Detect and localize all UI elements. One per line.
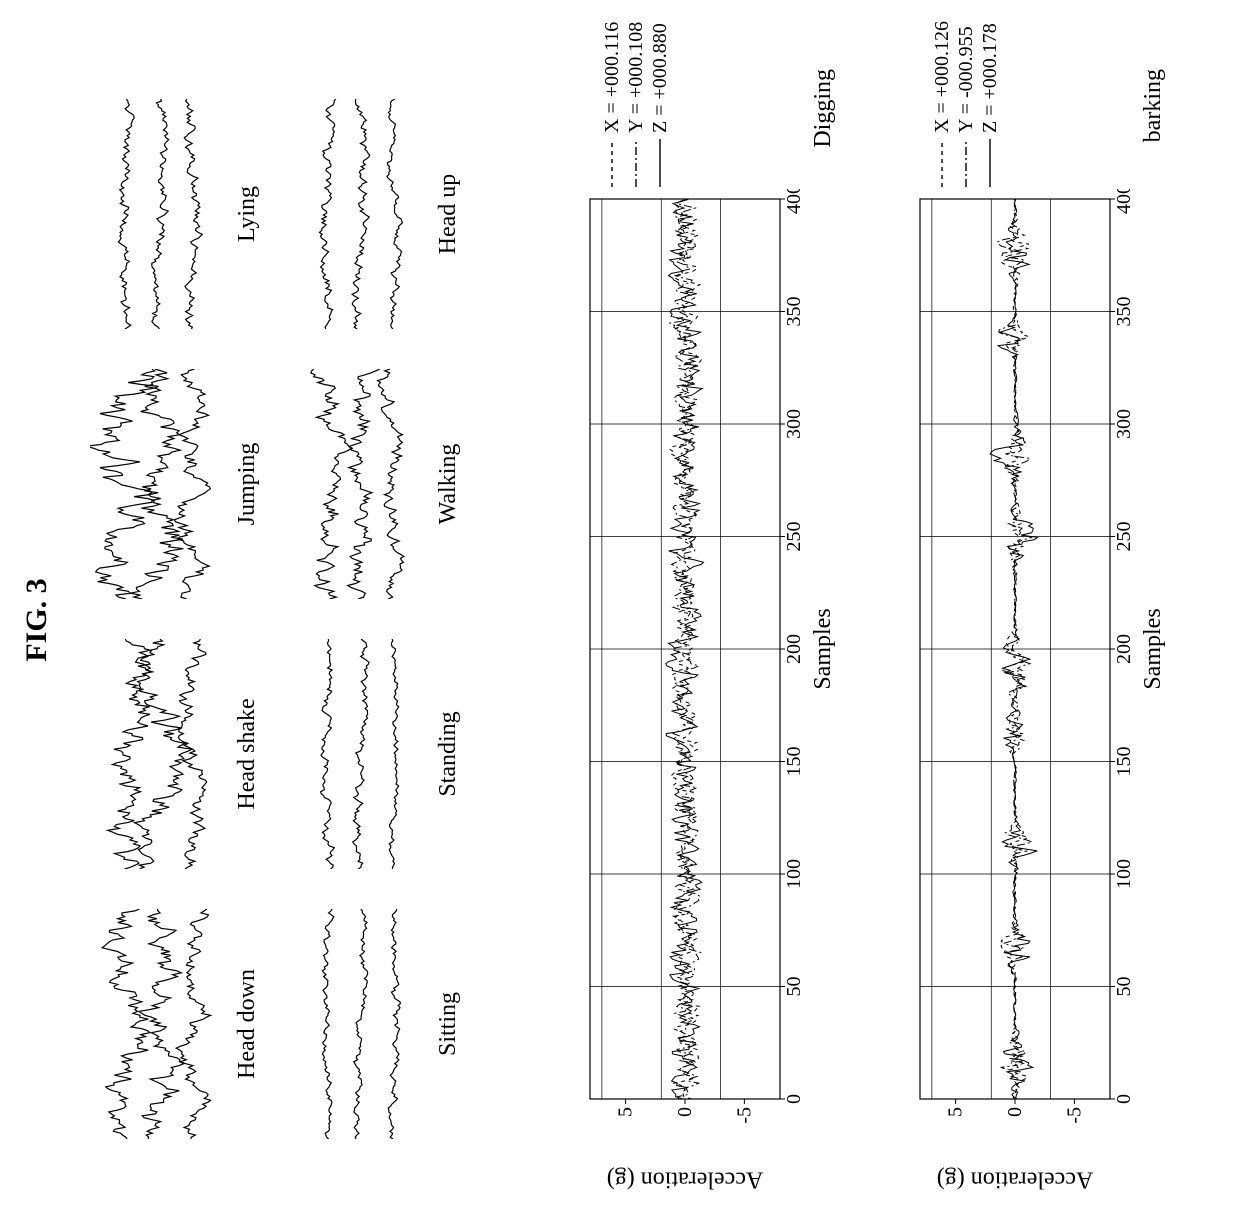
svg-text:100: 100 [1113,859,1135,889]
svg-text:0: 0 [674,1107,696,1117]
mini-plot [291,369,431,599]
legend-text: Y = -000.955 [954,26,978,133]
mini-panel: Walking [291,369,462,599]
mini-plot [90,99,230,329]
mini-panel-label: Head shake [234,639,261,869]
svg-text:300: 300 [1113,409,1135,439]
legend-item: Z = +000.178 [978,17,1002,187]
figure-title: FIG. 3 [20,11,54,1218]
legend-item: Z = +000.880 [648,17,672,187]
svg-text:250: 250 [1113,522,1135,552]
mini-panel-label: Lying [234,99,261,329]
x-axis-label: Samples [1140,608,1167,689]
mini-panel-label: Walking [435,369,462,599]
mini-plot [291,99,431,329]
mini-plot [90,909,230,1139]
svg-text:-5: -5 [733,1107,755,1124]
svg-text:400: 400 [783,189,805,214]
mini-panel: Sitting [291,909,462,1139]
legend-text: Z = +000.880 [648,23,672,133]
svg-text:5: 5 [945,1107,967,1117]
svg-text:0: 0 [1113,1094,1135,1104]
legend: X = +000.116 Y = +000.108 Z = +000.880 [600,17,672,187]
svg-text:350: 350 [1113,297,1135,327]
mini-panel: Standing [291,639,462,869]
mini-panel-label: Sitting [435,909,462,1139]
mini-plot [291,639,431,869]
mini-panel: Lying [90,99,261,329]
mini-panel-label: Jumping [234,369,261,599]
svg-text:100: 100 [783,859,805,889]
legend-swatch-icon [629,139,643,187]
large-panel-barking: Acceleration (g) 05010015020025030035040… [870,49,1140,1169]
svg-text:150: 150 [783,747,805,777]
svg-text:300: 300 [783,409,805,439]
large-plot: 0 50 100 150 200 250 300 350 400 -5 0 5 [520,189,810,1149]
svg-text:200: 200 [1113,634,1135,664]
mini-plot [90,639,230,869]
svg-text:0: 0 [1004,1107,1026,1117]
large-plot: 0 50 100 150 200 250 300 350 400 -5 0 5 [850,189,1140,1149]
x-axis-label: Samples [810,608,837,689]
svg-text:5: 5 [615,1107,637,1117]
mini-panel: Head down [90,909,261,1139]
mini-panel: Head shake [90,639,261,869]
legend-swatch-icon [983,139,997,187]
legend-text: X = +000.116 [600,22,624,133]
panel-title: Digging [810,69,837,148]
svg-text:350: 350 [783,297,805,327]
legend-swatch-icon [935,139,949,187]
legend-item: Y = -000.955 [954,17,978,187]
legend-item: X = +000.116 [600,17,624,187]
legend-swatch-icon [653,139,667,187]
y-axis-label: Acceleration (g) [937,1166,1094,1193]
legend-item: Y = +000.108 [624,17,648,187]
legend-item: X = +000.126 [930,17,954,187]
svg-text:50: 50 [783,977,805,997]
mini-panels-grid: Head down Head shake Jumping Lying Sitti… [90,99,462,1139]
legend-text: Y = +000.108 [624,22,648,133]
svg-text:50: 50 [1113,977,1135,997]
legend-swatch-icon [605,139,619,187]
y-axis-label: Acceleration (g) [607,1166,764,1193]
legend: X = +000.126 Y = -000.955 Z = +000.178 [930,17,1002,187]
svg-text:200: 200 [783,634,805,664]
svg-text:-5: -5 [1063,1107,1085,1124]
mini-plot [90,369,230,599]
mini-plot [291,909,431,1139]
mini-panel: Jumping [90,369,261,599]
mini-panel-label: Standing [435,639,462,869]
legend-text: Z = +000.178 [978,23,1002,133]
panel-title: barking [1140,69,1167,142]
legend-text: X = +000.126 [930,21,954,133]
svg-text:150: 150 [1113,747,1135,777]
svg-text:0: 0 [783,1094,805,1104]
mini-panel-label: Head up [435,99,462,329]
mini-panel: Head up [291,99,462,329]
legend-swatch-icon [959,139,973,187]
svg-text:250: 250 [783,522,805,552]
large-panel-digging: Acceleration (g) 05010015020025030035040… [540,49,810,1169]
svg-text:400: 400 [1113,189,1135,214]
mini-panel-label: Head down [234,909,261,1139]
